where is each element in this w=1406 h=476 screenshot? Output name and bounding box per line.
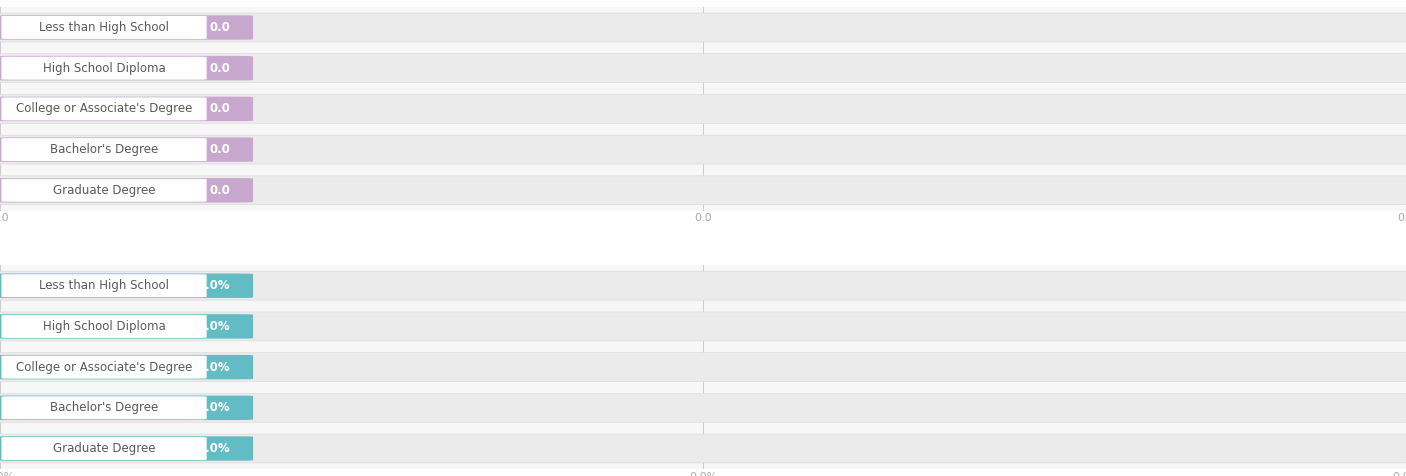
Text: High School Diploma: High School Diploma <box>42 320 166 333</box>
Text: 0.0: 0.0 <box>209 102 231 115</box>
Text: 0.0: 0.0 <box>209 143 231 156</box>
Text: 0.0%: 0.0% <box>198 279 231 292</box>
FancyBboxPatch shape <box>0 396 253 420</box>
FancyBboxPatch shape <box>0 436 253 461</box>
FancyBboxPatch shape <box>1 138 207 161</box>
FancyBboxPatch shape <box>1 179 207 202</box>
Text: College or Associate's Degree: College or Associate's Degree <box>15 361 193 374</box>
Text: High School Diploma: High School Diploma <box>42 62 166 75</box>
Text: Bachelor's Degree: Bachelor's Degree <box>51 401 157 414</box>
Text: College or Associate's Degree: College or Associate's Degree <box>15 102 193 115</box>
FancyBboxPatch shape <box>0 97 253 121</box>
FancyBboxPatch shape <box>0 94 1406 123</box>
FancyBboxPatch shape <box>0 353 1406 382</box>
FancyBboxPatch shape <box>0 176 1406 205</box>
Text: 0.0: 0.0 <box>209 62 231 75</box>
Text: 0.0: 0.0 <box>209 184 231 197</box>
Text: Bachelor's Degree: Bachelor's Degree <box>51 143 157 156</box>
FancyBboxPatch shape <box>0 271 1406 300</box>
Text: FERTILITY BY EDUCATION IN ZIP CODE 29659: FERTILITY BY EDUCATION IN ZIP CODE 29659 <box>11 19 395 34</box>
FancyBboxPatch shape <box>1 57 207 79</box>
FancyBboxPatch shape <box>0 138 253 162</box>
FancyBboxPatch shape <box>1 274 207 297</box>
Text: 0.0%: 0.0% <box>198 442 231 455</box>
Text: Less than High School: Less than High School <box>39 279 169 292</box>
Text: 0.0: 0.0 <box>209 21 231 34</box>
FancyBboxPatch shape <box>0 178 253 202</box>
FancyBboxPatch shape <box>0 15 253 40</box>
Text: Less than High School: Less than High School <box>39 21 169 34</box>
FancyBboxPatch shape <box>0 393 1406 422</box>
FancyBboxPatch shape <box>1 98 207 120</box>
Text: Graduate Degree: Graduate Degree <box>53 442 155 455</box>
FancyBboxPatch shape <box>0 56 253 80</box>
FancyBboxPatch shape <box>0 355 253 379</box>
FancyBboxPatch shape <box>0 312 1406 341</box>
Text: Graduate Degree: Graduate Degree <box>53 184 155 197</box>
FancyBboxPatch shape <box>1 16 207 39</box>
FancyBboxPatch shape <box>1 397 207 419</box>
FancyBboxPatch shape <box>1 356 207 378</box>
FancyBboxPatch shape <box>0 314 253 338</box>
Text: 0.0%: 0.0% <box>198 361 231 374</box>
Text: 0.0%: 0.0% <box>198 401 231 414</box>
FancyBboxPatch shape <box>1 315 207 338</box>
Text: 0.0%: 0.0% <box>198 320 231 333</box>
FancyBboxPatch shape <box>0 54 1406 83</box>
FancyBboxPatch shape <box>0 135 1406 164</box>
FancyBboxPatch shape <box>0 274 253 298</box>
FancyBboxPatch shape <box>0 434 1406 463</box>
Text: Source: ZipAtlas.com: Source: ZipAtlas.com <box>1277 21 1395 31</box>
FancyBboxPatch shape <box>1 437 207 460</box>
FancyBboxPatch shape <box>0 13 1406 42</box>
